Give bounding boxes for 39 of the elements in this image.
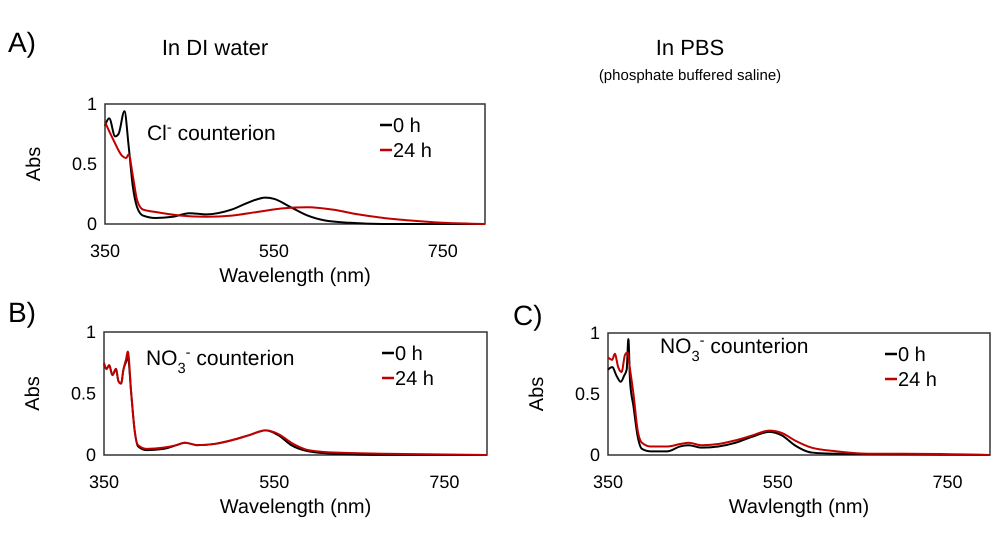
x-tick-label: 550 <box>762 472 793 492</box>
chart-subtitle: (phosphate buffered saline) <box>598 67 782 84</box>
y-axis-title: Abs <box>22 376 44 411</box>
chart-title: In PBS <box>656 35 724 60</box>
x-axis-title: Wavelength (nm) <box>219 265 371 287</box>
x-tick-label: 350 <box>592 472 624 492</box>
annotation: Cl$^{-}$ counterion <box>147 120 276 145</box>
text: B) <box>8 297 36 328</box>
x-tick-label: 750 <box>428 241 458 261</box>
y-tick-label: 0 <box>86 445 96 465</box>
x-axis-title: Wavelength (nm) <box>220 496 372 518</box>
y-tick-label: 1 <box>86 322 96 342</box>
y-tick-label: 0 <box>590 445 600 465</box>
y-tick-label: 0 <box>86 214 97 234</box>
y-tick-label: 0.5 <box>70 384 96 404</box>
y-axis-title: Abs <box>526 376 548 412</box>
legend-label: 0 h <box>393 115 421 137</box>
text: A) <box>8 27 36 58</box>
x-tick-label: 550 <box>258 241 289 261</box>
y-tick-label: 0.5 <box>72 154 97 174</box>
x-tick-label: 750 <box>932 472 963 492</box>
y-tick-label: 1 <box>86 94 97 114</box>
legend-label: 0 h <box>898 344 926 366</box>
x-tick-label: 350 <box>90 241 120 261</box>
chart-title: In DI water <box>162 35 268 60</box>
y-axis-title: Abs <box>23 146 45 182</box>
legend-label: 24 h <box>395 368 434 390</box>
legend-label: 24 h <box>393 140 432 162</box>
text: C) <box>513 300 543 331</box>
x-tick-label: 750 <box>429 472 460 492</box>
legend-label: 0 h <box>395 343 423 365</box>
annotation: NO$_{3}$$^{-}$ counterion <box>660 333 808 365</box>
x-tick-label: 350 <box>88 472 120 492</box>
x-axis-title: Wavlength (nm) <box>728 496 870 518</box>
y-tick-label: 1 <box>590 323 600 343</box>
y-tick-label: 0.5 <box>574 384 600 404</box>
annotation: NO$_{3}$$^{-}$ counterion <box>146 345 294 377</box>
legend-label: 24 h <box>898 369 937 391</box>
x-tick-label: 550 <box>259 472 290 492</box>
